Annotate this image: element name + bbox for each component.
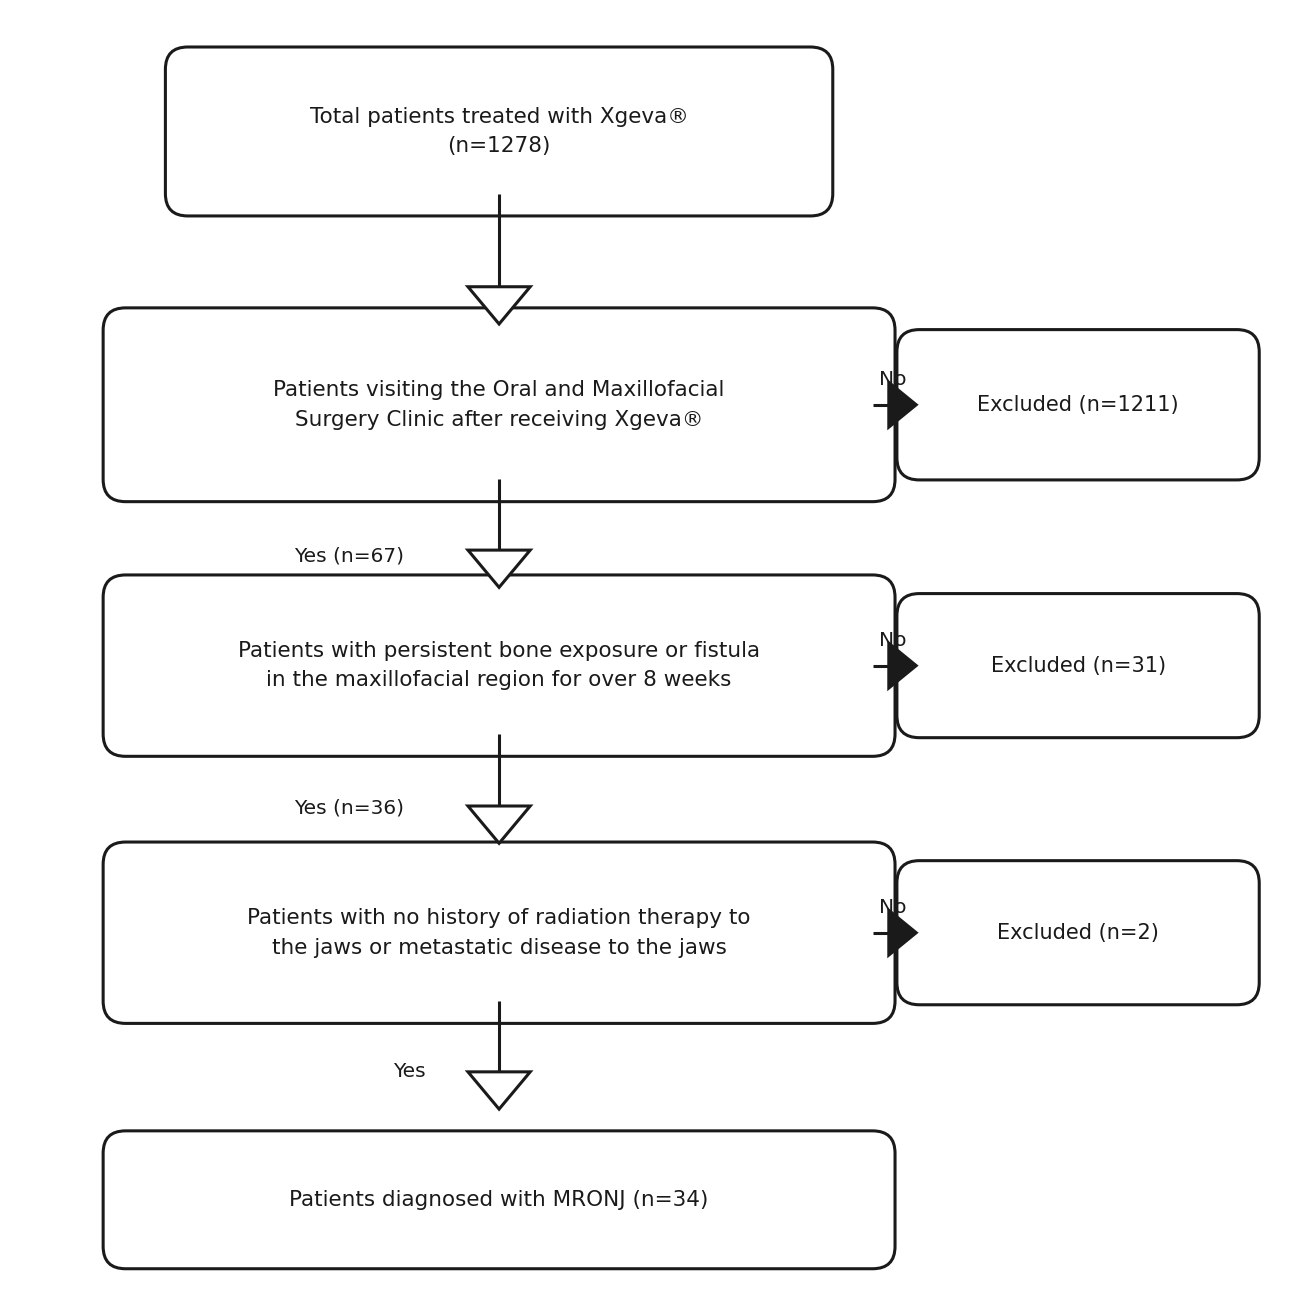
FancyBboxPatch shape [166,47,833,216]
FancyBboxPatch shape [898,594,1259,738]
Text: Excluded (n=31): Excluded (n=31) [991,656,1166,675]
FancyBboxPatch shape [898,330,1259,480]
Polygon shape [468,287,530,324]
Polygon shape [888,383,916,427]
Text: No: No [879,898,907,917]
Text: Patients visiting the Oral and Maxillofacial
Surgery Clinic after receiving Xgev: Patients visiting the Oral and Maxillofa… [274,380,725,430]
Polygon shape [468,806,530,844]
Polygon shape [888,643,916,688]
Text: Yes (n=36): Yes (n=36) [293,798,403,818]
Polygon shape [468,1071,530,1109]
FancyBboxPatch shape [104,842,895,1024]
FancyBboxPatch shape [104,1131,895,1268]
Text: Excluded (n=1211): Excluded (n=1211) [977,395,1179,415]
FancyBboxPatch shape [104,308,895,502]
Text: Patients with no history of radiation therapy to
the jaws or metastatic disease : Patients with no history of radiation th… [248,908,751,958]
FancyBboxPatch shape [104,575,895,756]
Text: No: No [879,631,907,651]
Polygon shape [468,550,530,587]
Text: Patients diagnosed with MRONJ (n=34): Patients diagnosed with MRONJ (n=34) [289,1189,708,1210]
Text: Yes: Yes [393,1062,425,1082]
Text: Excluded (n=2): Excluded (n=2) [997,923,1160,943]
Text: No: No [879,370,907,389]
Polygon shape [888,911,916,955]
Text: Total patients treated with Xgeva®
(n=1278): Total patients treated with Xgeva® (n=12… [310,106,689,157]
FancyBboxPatch shape [898,861,1259,1004]
Text: Patients with persistent bone exposure or fistula
in the maxillofacial region fo: Patients with persistent bone exposure o… [239,641,760,691]
Text: Yes (n=67): Yes (n=67) [293,547,403,565]
